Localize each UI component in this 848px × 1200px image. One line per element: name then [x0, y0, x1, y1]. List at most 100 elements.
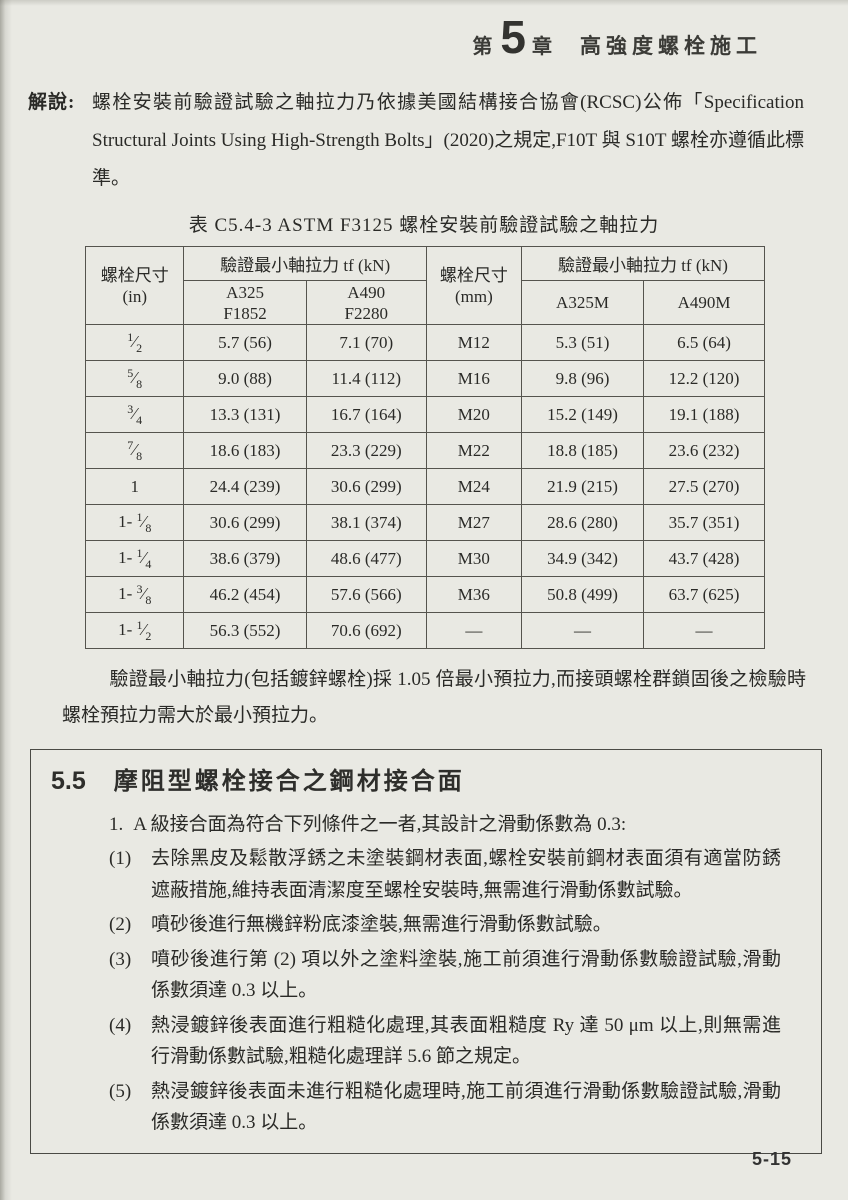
mm-cell: M36 — [425, 576, 522, 613]
table-title: 表 C5.4-3 ASTM F3125 螺栓安裝前驗證試驗之軸拉力 — [188, 215, 660, 236]
a325m-cell: 9.8 (96) — [520, 360, 645, 397]
a490m-cell: 23.6 (232) — [643, 432, 765, 469]
a490m-cell: — — [643, 612, 765, 649]
chapter-prefix: 第 — [472, 36, 495, 58]
a490m-cell: 27.5 (270) — [643, 468, 765, 505]
header-size-mm-line2: (mm) — [454, 286, 493, 306]
commentary-paragraph: 解說: 螺栓安裝前驗證試驗之軸拉力乃依據美國結構接合協會(RCSC)公佈「Spe… — [28, 84, 804, 198]
a490-cell: 23.3 (229) — [305, 432, 427, 469]
subitem-text: 去除黑皮及鬆散浮銹之未塗裝鋼材表面,螺栓安裝前鋼材表面須有適當防銹遮蔽措施,維持… — [151, 848, 781, 901]
subitem-marker: (1) — [109, 848, 132, 869]
a490-cell: 16.7 (164) — [305, 396, 427, 433]
a490m-cell: 43.7 (428) — [643, 540, 765, 577]
table-row: 3⁄4 13.3 (131) 16.7 (164) M20 15.2 (149) 19.1… — [84, 396, 765, 433]
a490-cell: 48.6 (477) — [305, 540, 427, 577]
subitem-text: 噴砂後進行第 (2) 項以外之塗料塗裝,施工前須進行滑動係數驗證試驗,滑動係數須… — [151, 948, 781, 1002]
list-item: (5) 熱浸鍍鋅後表面未進行粗糙化處理時,施工前須進行滑動係數驗證試驗,滑動係數… — [109, 1076, 781, 1139]
header-a325: A325 F1852 — [183, 280, 307, 325]
a325-cell: 30.6 (299) — [183, 504, 307, 541]
a325m-cell: 50.8 (499) — [520, 576, 645, 613]
size-in-cell: 1- 1⁄8 — [84, 504, 185, 541]
size-in-cell: 1- 3⁄8 — [84, 576, 185, 613]
size-in-cell: 1⁄2 — [84, 324, 185, 361]
table-row: 1- 1⁄4 38.6 (379) 48.6 (477) M30 34.9 (342) 4… — [84, 540, 765, 577]
header-group-left: 驗證最小軸拉力 tf (kN) — [183, 246, 427, 281]
a325-cell: 5.7 (56) — [183, 324, 307, 361]
list-item: (4) 熱浸鍍鋅後表面進行粗糙化處理,其表面粗糙度 Ry 達 50 μm 以上,… — [109, 1010, 781, 1073]
a325m-cell: — — [520, 612, 645, 649]
subitem-marker: (4) — [109, 1014, 132, 1036]
a490m-cell: 12.2 (120) — [643, 360, 765, 397]
header-a325-line1: A325 — [226, 282, 264, 302]
scan-edge-shadow — [0, 0, 12, 1200]
a325m-cell: 18.8 (185) — [520, 432, 645, 469]
a325-cell: 56.3 (552) — [183, 612, 307, 649]
a490m-cell: 35.7 (351) — [643, 504, 765, 541]
a325m-cell: 15.2 (149) — [520, 396, 645, 433]
a325m-cell: 21.9 (215) — [520, 468, 645, 505]
size-in-cell: 7⁄8 — [84, 432, 185, 469]
table-row: 1- 3⁄8 46.2 (454) 57.6 (566) M36 50.8 (499) 6… — [84, 576, 765, 613]
subitem-marker: (2) — [109, 914, 132, 935]
header-size-in: 螺栓尺寸 (in) — [84, 246, 185, 325]
a325-cell: 46.2 (454) — [183, 576, 307, 613]
table-row: 1⁄2 5.7 (56) 7.1 (70) M12 5.3 (51) 6.5 (64) — [84, 324, 765, 361]
mm-cell: — — [425, 612, 522, 649]
bolt-pretension-table: 螺栓尺寸 (in) 驗證最小軸拉力 tf (kN) 螺栓尺寸 (mm) 驗證最小… — [84, 246, 766, 649]
table-row: 5⁄8 9.0 (88) 11.4 (112) M16 9.8 (96) 12.2 (12… — [84, 360, 765, 397]
subitem-list: (1) 去除黑皮及鬆散浮銹之未塗裝鋼材表面,螺栓安裝前鋼材表面須有適當防銹遮蔽措… — [47, 843, 805, 1139]
mm-cell: M16 — [425, 360, 522, 397]
item1-text: A 級接合面為符合下列條件之一者,其設計之滑動係數為 0.3: — [133, 814, 627, 835]
a325-cell: 18.6 (183) — [183, 432, 307, 469]
subitem-text: 噴砂後進行無機鋅粉底漆塗裝,無需進行滑動係數試驗。 — [151, 914, 612, 935]
a490-cell: 57.6 (566) — [305, 576, 427, 613]
a490-cell: 7.1 (70) — [305, 324, 427, 361]
section-title: 摩阻型螺栓接合之鋼材接合面 — [113, 768, 465, 795]
commentary-text: 螺栓安裝前驗證試驗之軸拉力乃依據美國結構接合協會(RCSC)公佈「Specifi… — [92, 92, 804, 189]
table-row: 1- 1⁄8 30.6 (299) 38.1 (374) M27 28.6 (280) 3… — [84, 504, 765, 541]
section-number: 5.5 — [51, 767, 86, 795]
list-item: (3) 噴砂後進行第 (2) 項以外之塗料塗裝,施工前須進行滑動係數驗證試驗,滑… — [109, 944, 781, 1007]
header-a490m: A490M — [643, 280, 765, 325]
chapter-suffix: 章 — [532, 36, 554, 58]
a325m-cell: 34.9 (342) — [520, 540, 645, 577]
a325m-cell: 28.6 (280) — [520, 504, 645, 541]
chapter-title: 高強度螺栓施工 — [580, 35, 762, 58]
size-in-cell: 3⁄4 — [84, 396, 185, 433]
subitem-marker: (3) — [109, 948, 132, 970]
header-size-in-line1: 螺栓尺寸 — [100, 265, 169, 285]
a490-cell: 11.4 (112) — [305, 360, 427, 397]
size-in-cell: 1- 1⁄2 — [84, 612, 185, 649]
size-in-cell: 5⁄8 — [84, 360, 185, 397]
size-in-cell: 1 — [84, 468, 185, 505]
subitem-marker: (5) — [109, 1080, 132, 1102]
header-size-in-line2: (in) — [122, 286, 147, 306]
mm-cell: M20 — [425, 396, 522, 433]
table-row: 7⁄8 18.6 (183) 23.3 (229) M22 18.8 (185) 23.6… — [84, 432, 765, 469]
header-a490-line2: F2280 — [344, 303, 388, 323]
a490m-cell: 19.1 (188) — [643, 396, 765, 433]
list-item: (2) 噴砂後進行無機鋅粉底漆塗裝,無需進行滑動係數試驗。 — [109, 909, 781, 941]
size-in-cell: 1- 1⁄4 — [84, 540, 185, 577]
a490-cell: 30.6 (299) — [305, 468, 427, 505]
header-a325m: A325M — [520, 280, 645, 325]
section-heading: 5.5 摩阻型螺栓接合之鋼材接合面 — [47, 761, 805, 796]
mm-cell: M12 — [425, 324, 522, 361]
table-row: 1- 1⁄2 56.3 (552) 70.6 (692) — — — — [84, 612, 765, 649]
a325-cell: 24.4 (239) — [183, 468, 307, 505]
commentary-label: 解說: — [28, 92, 76, 113]
chapter-header: 第 5 章 高強度螺栓施工 — [0, 0, 848, 60]
a490m-cell: 6.5 (64) — [643, 324, 765, 361]
table-row: 1 24.4 (239) 30.6 (299) M24 21.9 (215) 27.5 (… — [84, 468, 765, 505]
header-a490-line1: A490 — [347, 282, 386, 302]
mm-cell: M30 — [425, 540, 522, 577]
note-paragraph: 驗證最小軸拉力(包括鍍鋅螺栓)採 1.05 倍最小預拉力,而接頭螺栓群鎖固後之檢… — [62, 669, 806, 726]
header-size-mm: 螺栓尺寸 (mm) — [425, 246, 522, 325]
mm-cell: M27 — [425, 504, 522, 541]
a325m-cell: 5.3 (51) — [520, 324, 645, 361]
page-number: 5-15 — [751, 1149, 792, 1169]
table-header: 螺栓尺寸 (in) 驗證最小軸拉力 tf (kN) 螺栓尺寸 (mm) 驗證最小… — [84, 246, 766, 325]
list-item-1: 1. A 級接合面為符合下列條件之一者,其設計之滑動係數為 0.3: — [109, 809, 785, 840]
bolt-table-body: 1⁄2 5.7 (56) 7.1 (70) M12 5.3 (51) 6.5 (64) 5⁄… — [84, 324, 765, 649]
